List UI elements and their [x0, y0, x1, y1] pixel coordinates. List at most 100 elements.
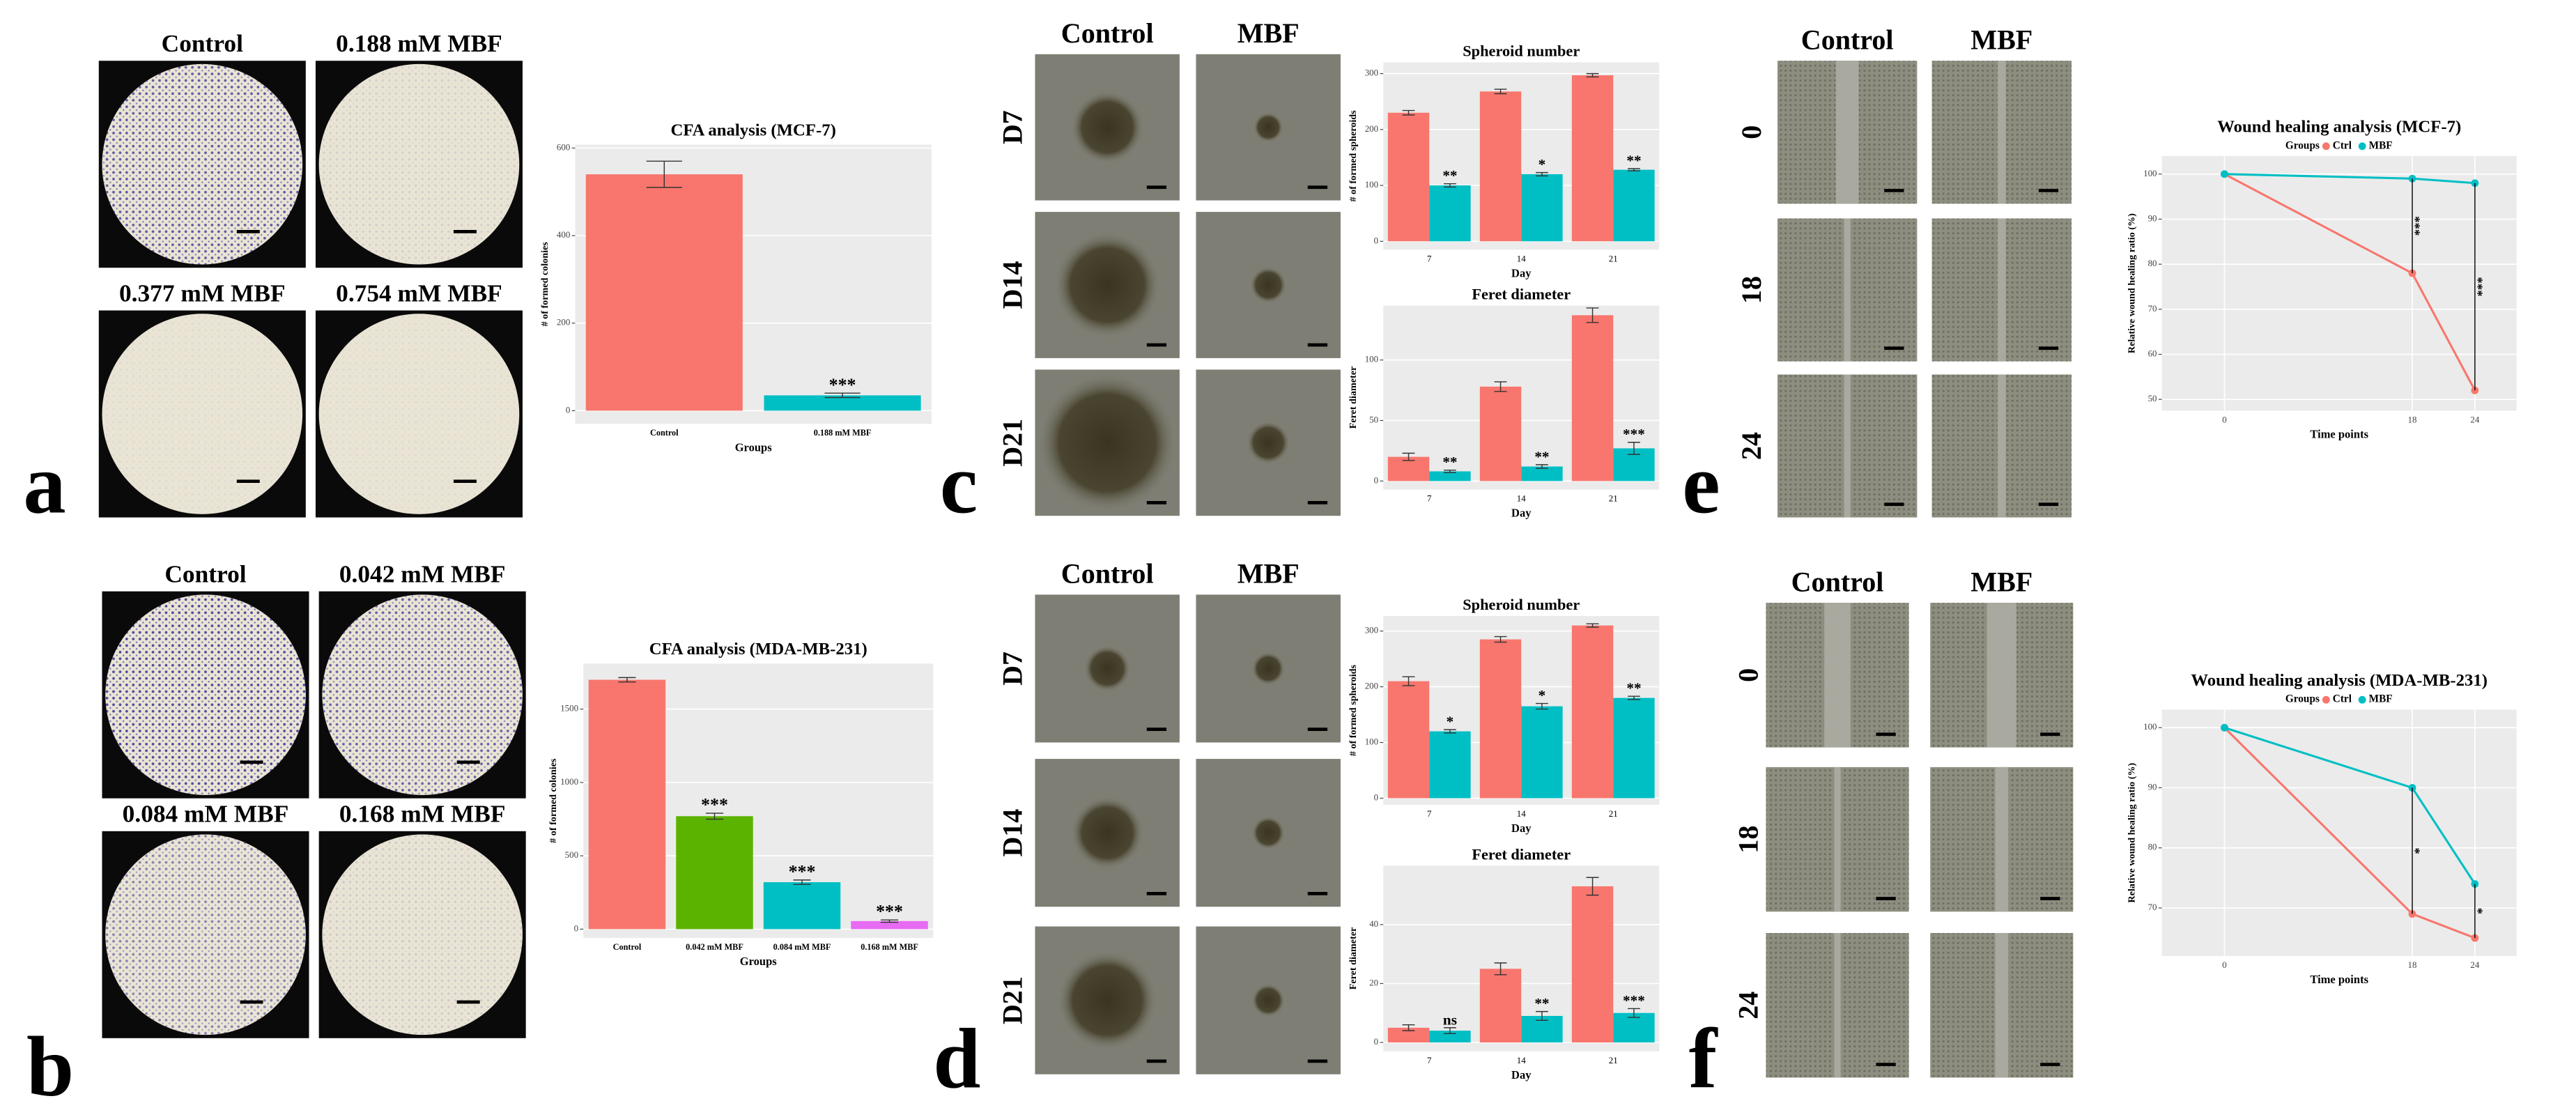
significance: *** — [876, 902, 903, 922]
y-tick-label: 100 — [1365, 354, 1378, 364]
bar — [1479, 91, 1522, 242]
legend-marker — [2322, 695, 2330, 704]
y-axis-label: # of formed colonies — [548, 758, 559, 843]
y-tick-label: 0 — [566, 404, 570, 415]
y-tick-label: 0 — [1374, 235, 1378, 245]
image-label: MBF — [1237, 17, 1299, 49]
x-tick-label: Control — [650, 428, 679, 438]
data-point — [2471, 179, 2479, 187]
image-label: Control — [164, 560, 246, 588]
bar — [1571, 315, 1614, 482]
image-label: D21 — [996, 419, 1028, 467]
significance: *** — [1623, 992, 1645, 1009]
significance: *** — [829, 375, 856, 395]
colonies — [318, 63, 520, 265]
wound-gap — [1995, 767, 2009, 912]
y-tick-label: 80 — [2148, 842, 2157, 852]
error-bar — [1402, 109, 1415, 116]
error-bar — [646, 160, 682, 188]
significance: * — [1538, 156, 1546, 173]
bar — [1429, 471, 1471, 482]
y-tick-label: 600 — [557, 141, 570, 152]
image-label: 0.188 mM MBF — [336, 29, 502, 57]
y-axis-label: Feret diameter — [1348, 927, 1359, 990]
bar — [1571, 625, 1614, 799]
legend-label: MBF — [2369, 693, 2393, 705]
bar — [1521, 174, 1563, 242]
image-label: 0 — [1736, 125, 1767, 139]
image-label: 0 — [1732, 668, 1764, 682]
y-tick-label: 50 — [1369, 414, 1378, 424]
colonies — [322, 834, 523, 1035]
bar — [1521, 466, 1563, 482]
legend-label: Ctrl — [2333, 693, 2352, 705]
error-bar — [1402, 452, 1415, 461]
chart-title: CFA analysis (MCF-7) — [670, 121, 835, 139]
y-tick-label: 300 — [1365, 625, 1378, 635]
bar — [1613, 169, 1655, 242]
significance: * — [2475, 908, 2490, 914]
image-label: 0.084 mM MBF — [123, 800, 289, 828]
x-tick-label: 14 — [1517, 493, 1526, 504]
error-bar — [1494, 88, 1507, 95]
data-point — [2221, 170, 2228, 178]
bar — [1387, 1027, 1430, 1043]
legend-marker — [2358, 142, 2366, 151]
x-tick-label: 14 — [1517, 1055, 1526, 1065]
x-axis-label: Day — [1511, 266, 1532, 279]
image-label: Control — [162, 29, 243, 57]
spheroid — [1247, 421, 1290, 464]
colonies — [102, 63, 303, 265]
y-tick-label: 0 — [574, 923, 578, 933]
bar — [1479, 386, 1522, 482]
x-tick-label: 7 — [1427, 1055, 1432, 1065]
significance: ** — [1442, 454, 1457, 470]
spheroid — [1038, 373, 1177, 512]
x-tick-label: 0.042 mM MBF — [686, 942, 743, 952]
x-tick-label: 24 — [2470, 960, 2479, 970]
error-bar — [1494, 962, 1507, 976]
error-bar — [793, 879, 811, 885]
error-bar — [1402, 676, 1415, 686]
wound-gap — [1995, 932, 2009, 1078]
y-tick-label: 60 — [2148, 348, 2157, 358]
significance: ** — [1534, 448, 1549, 465]
image-label: Control — [1061, 17, 1154, 49]
image-label: 0.377 mM MBF — [119, 279, 286, 307]
image-label: 18 — [1732, 826, 1764, 854]
error-bar — [1444, 469, 1456, 473]
y-axis-label: Feret diameter — [1348, 367, 1359, 429]
y-axis-label: Relative wound healing ratio (%) — [2126, 762, 2137, 902]
error-bar — [1494, 381, 1507, 392]
y-tick-label: 200 — [557, 317, 570, 328]
error-bar — [1444, 729, 1456, 734]
significance: ** — [1626, 680, 1641, 697]
x-axis-label: Time points — [2310, 427, 2368, 440]
x-tick-label: 0.168 mM MBF — [861, 942, 918, 952]
significance: ** — [1442, 167, 1457, 184]
x-tick-label: 7 — [1427, 808, 1432, 819]
significance: * — [2412, 847, 2427, 854]
wound-gap — [1835, 61, 1859, 204]
bar — [764, 395, 921, 411]
y-tick-label: 200 — [1365, 123, 1378, 134]
colonies — [102, 314, 303, 514]
x-tick-label: 14 — [1517, 808, 1526, 819]
bar — [676, 816, 753, 930]
image-label: MBF — [1970, 24, 2033, 55]
chart-title: Wound healing analysis (MCF-7) — [2217, 118, 2461, 137]
error-bar — [1586, 623, 1599, 628]
colonies — [318, 314, 520, 514]
wound-gap — [1997, 61, 2006, 204]
spheroid — [1253, 112, 1283, 142]
y-axis-label: # of formed colonies — [539, 242, 550, 327]
spheroid — [1251, 984, 1285, 1017]
image-label: 0.168 mM MBF — [339, 800, 506, 828]
wound-gap — [1834, 932, 1841, 1078]
error-bar — [1628, 695, 1640, 700]
y-tick-label: 100 — [2143, 168, 2157, 178]
bar — [1521, 706, 1563, 799]
spheroid — [1250, 267, 1287, 303]
panel-letter: f — [1689, 1011, 1719, 1106]
